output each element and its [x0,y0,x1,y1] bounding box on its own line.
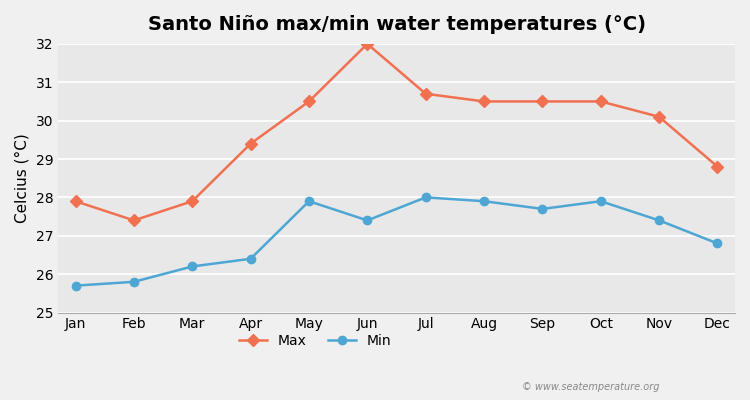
Max [188,199,196,204]
Min [538,206,547,211]
Line: Max: Max [71,40,722,224]
Min [71,283,80,288]
Min [422,195,430,200]
Max [713,164,722,169]
Min [713,241,722,246]
Max [596,99,605,104]
Max [479,99,488,104]
Legend: Max, Min: Max, Min [234,329,397,354]
Min [246,256,255,261]
Min [596,199,605,204]
Min [130,280,139,284]
Title: Santo Niño max/min water temperatures (°C): Santo Niño max/min water temperatures (°… [148,15,646,34]
Min [479,199,488,204]
Max [71,199,80,204]
Min [188,264,196,269]
Min [655,218,664,223]
Min [363,218,372,223]
Text: © www.seatemperature.org: © www.seatemperature.org [523,382,660,392]
Min [304,199,313,204]
Max [655,114,664,119]
Max [246,141,255,146]
Max [363,42,372,46]
Max [304,99,313,104]
Max [538,99,547,104]
Line: Min: Min [71,193,722,290]
Max [130,218,139,223]
Max [422,91,430,96]
Y-axis label: Celcius (°C): Celcius (°C) [15,133,30,223]
